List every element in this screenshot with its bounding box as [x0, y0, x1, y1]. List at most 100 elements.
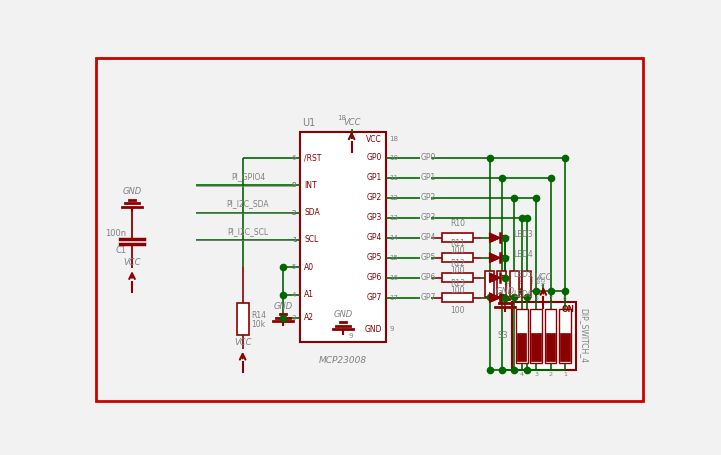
- Text: 100: 100: [451, 247, 465, 255]
- Bar: [497, 271, 506, 297]
- Text: GND: GND: [273, 302, 293, 311]
- Text: VCC: VCC: [366, 135, 382, 143]
- Text: R7: R7: [508, 277, 513, 285]
- Text: GP0: GP0: [366, 153, 382, 162]
- Text: 3: 3: [292, 315, 296, 321]
- Text: 8: 8: [563, 296, 567, 301]
- Text: LED3: LED3: [513, 230, 534, 239]
- Text: 10k: 10k: [526, 275, 531, 286]
- Text: 7: 7: [549, 296, 552, 301]
- Text: 1: 1: [292, 237, 296, 243]
- Text: R8: R8: [521, 277, 526, 285]
- Bar: [517, 333, 526, 361]
- Text: 2: 2: [292, 210, 296, 216]
- Bar: [546, 333, 555, 361]
- Text: GND: GND: [495, 287, 515, 296]
- Text: VCC: VCC: [534, 273, 552, 282]
- Text: 100: 100: [451, 286, 465, 295]
- Text: 10k: 10k: [252, 320, 266, 329]
- Text: LED5: LED5: [513, 270, 534, 279]
- Text: 11: 11: [389, 175, 398, 181]
- Bar: [442, 293, 473, 302]
- Text: GP5: GP5: [366, 253, 382, 262]
- Text: GND: GND: [364, 325, 382, 334]
- Text: R9: R9: [534, 277, 539, 285]
- Text: GP0: GP0: [421, 153, 436, 162]
- Text: 9: 9: [348, 333, 353, 339]
- Polygon shape: [490, 253, 500, 262]
- Text: 2: 2: [292, 210, 296, 216]
- Bar: [442, 233, 473, 242]
- Text: SDA: SDA: [304, 208, 320, 217]
- Bar: [516, 308, 528, 363]
- Text: 6: 6: [534, 296, 538, 301]
- Text: 16: 16: [389, 275, 398, 281]
- Text: R11: R11: [450, 239, 465, 248]
- Text: GP3: GP3: [421, 213, 436, 222]
- Bar: [531, 333, 541, 361]
- Text: A0: A0: [304, 263, 314, 272]
- Text: SCL: SCL: [304, 235, 319, 244]
- Text: 18: 18: [337, 115, 346, 121]
- Text: 18: 18: [389, 136, 398, 142]
- Text: 15: 15: [389, 255, 398, 261]
- Text: PI_I2C_SCL: PI_I2C_SCL: [227, 227, 268, 236]
- Text: MCP23008: MCP23008: [319, 356, 367, 365]
- Text: GP7: GP7: [421, 293, 436, 302]
- Text: 9: 9: [389, 326, 394, 332]
- Text: S3: S3: [497, 331, 508, 340]
- Text: R12: R12: [450, 259, 465, 268]
- Text: GP4: GP4: [421, 233, 436, 243]
- Text: GP6: GP6: [421, 273, 436, 282]
- Bar: [510, 271, 518, 297]
- Bar: [300, 131, 386, 342]
- Bar: [442, 273, 473, 282]
- Text: 10: 10: [389, 155, 398, 161]
- Text: 2: 2: [549, 372, 552, 377]
- Text: VCC: VCC: [343, 118, 360, 127]
- Text: 4: 4: [520, 372, 523, 377]
- Text: DIP_SWITCH_4: DIP_SWITCH_4: [579, 308, 588, 363]
- Text: R6: R6: [496, 277, 501, 285]
- Bar: [236, 303, 249, 335]
- Text: 3: 3: [534, 372, 538, 377]
- Polygon shape: [490, 233, 500, 242]
- Text: GP7: GP7: [366, 293, 382, 302]
- Text: VCC: VCC: [123, 258, 141, 267]
- Text: 10k: 10k: [539, 275, 544, 286]
- Text: GP5: GP5: [421, 253, 436, 262]
- Text: A2: A2: [304, 313, 314, 322]
- Bar: [522, 271, 531, 297]
- Text: GP1: GP1: [366, 173, 382, 182]
- Text: A1: A1: [304, 290, 314, 299]
- Text: GP2: GP2: [366, 193, 382, 202]
- Text: 100n: 100n: [105, 229, 126, 238]
- Bar: [485, 271, 494, 297]
- Text: /RST: /RST: [304, 153, 322, 162]
- Text: 10k: 10k: [514, 275, 519, 286]
- Text: GP4: GP4: [366, 233, 382, 243]
- Bar: [545, 308, 557, 363]
- Text: 14: 14: [389, 235, 398, 241]
- Polygon shape: [490, 273, 500, 282]
- Text: C1: C1: [115, 246, 126, 255]
- Bar: [560, 333, 570, 361]
- Text: 100: 100: [451, 306, 465, 315]
- Text: R14: R14: [252, 311, 267, 320]
- Text: R13: R13: [450, 279, 465, 288]
- Text: INT: INT: [304, 181, 317, 190]
- Text: R10: R10: [450, 219, 465, 228]
- Bar: [531, 308, 542, 363]
- Text: 8: 8: [292, 182, 296, 188]
- Text: 4: 4: [292, 292, 296, 298]
- Text: 1: 1: [563, 372, 567, 377]
- Text: ON: ON: [562, 305, 575, 314]
- Text: VCC: VCC: [234, 338, 252, 347]
- Text: GND: GND: [333, 310, 353, 319]
- Text: 12: 12: [389, 195, 398, 201]
- Text: GP1: GP1: [421, 173, 436, 182]
- Text: U1: U1: [303, 118, 316, 128]
- Text: 5: 5: [520, 296, 523, 301]
- Text: 100: 100: [451, 266, 465, 275]
- Text: 8: 8: [292, 182, 296, 188]
